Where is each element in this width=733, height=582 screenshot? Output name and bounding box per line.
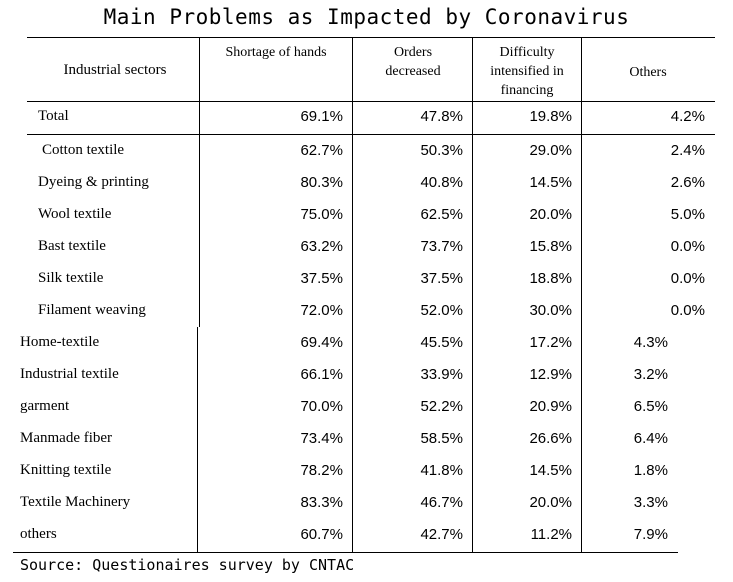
cell-shortage-of-hands: 62.7% [300, 142, 343, 159]
col-divider-1-lower [197, 327, 198, 552]
header-sector: Industrial sectors [63, 62, 167, 78]
cell-others: 5.0% [670, 206, 705, 223]
table-title: Main Problems as Impacted by Coronavirus [103, 5, 630, 29]
col-divider-4 [581, 37, 582, 552]
cell-orders-decreased: 62.5% [420, 206, 463, 223]
cell-others: 2.4% [670, 142, 705, 159]
cell-others: 7.9% [633, 526, 668, 543]
row-label: Manmade fiber [20, 430, 113, 446]
row-label: Bast textile [38, 238, 106, 254]
cell-orders-decreased: 42.7% [420, 526, 463, 543]
cell-difficulty-financing: 15.8% [529, 238, 572, 255]
cell-difficulty-financing: 20.0% [529, 494, 572, 511]
row-label: garment [20, 398, 70, 414]
row-label: others [20, 526, 57, 542]
cell-difficulty-financing: 17.2% [529, 334, 572, 351]
header-orders-decreased: Orders decreased [385, 45, 441, 79]
row-label: Dyeing & printing [38, 174, 149, 190]
cell-others: 0.0% [670, 270, 705, 287]
row-label: Textile Machinery [20, 494, 131, 510]
cell-shortage-of-hands: 37.5% [300, 270, 343, 287]
cell-difficulty-financing: 11.2% [530, 526, 572, 543]
cell-shortage-of-hands: 66.1% [300, 366, 343, 383]
col-divider-2 [352, 37, 353, 552]
cell-others: 6.4% [633, 430, 668, 447]
cell-orders-decreased: 52.0% [420, 302, 463, 319]
row-label: Cotton textile [42, 142, 125, 158]
rule-total-bottom [27, 134, 715, 135]
cell-orders-decreased: 33.9% [420, 366, 463, 383]
cell-difficulty-financing: 12.9% [529, 366, 572, 383]
cell-shortage-of-hands: 73.4% [300, 430, 343, 447]
cell-difficulty-financing: 20.9% [529, 398, 572, 415]
cell-others: 3.3% [633, 494, 668, 511]
row-label: Home-textile [20, 334, 100, 350]
cell-difficulty-financing: 18.8% [529, 270, 572, 287]
cell-difficulty-financing: 14.5% [529, 462, 572, 479]
cell-orders-decreased: 41.8% [420, 462, 463, 479]
cell-others: 0.0% [670, 238, 705, 255]
cell-others: 0.0% [670, 302, 705, 319]
cell-shortage-of-hands: 69.1% [300, 108, 343, 125]
cell-orders-decreased: 58.5% [420, 430, 463, 447]
cell-difficulty-financing: 29.0% [529, 142, 572, 159]
row-label: Knitting textile [20, 462, 112, 478]
cell-others: 4.2% [670, 108, 705, 125]
cell-shortage-of-hands: 75.0% [300, 206, 343, 223]
cell-shortage-of-hands: 80.3% [300, 174, 343, 191]
row-label: Wool textile [38, 206, 112, 222]
cell-difficulty-financing: 19.8% [529, 108, 572, 125]
cell-shortage-of-hands: 60.7% [300, 526, 343, 543]
row-label: Silk textile [38, 270, 104, 286]
row-label: Total [38, 108, 69, 124]
cell-orders-decreased: 47.8% [420, 108, 463, 125]
rule-header-bottom [27, 101, 715, 102]
cell-others: 6.5% [633, 398, 668, 415]
header-difficulty-financing: Difficulty intensified in financing [490, 45, 564, 98]
cell-difficulty-financing: 26.6% [529, 430, 572, 447]
cell-shortage-of-hands: 69.4% [300, 334, 343, 351]
col-divider-3 [472, 37, 473, 552]
cell-orders-decreased: 40.8% [420, 174, 463, 191]
cell-orders-decreased: 45.5% [420, 334, 463, 351]
source-note: Source: Questionaires survey by CNTAC [20, 556, 355, 574]
header-shortage-of-hands: Shortage of hands [225, 45, 327, 60]
cell-orders-decreased: 37.5% [420, 270, 463, 287]
cell-others: 3.2% [633, 366, 668, 383]
cell-shortage-of-hands: 72.0% [300, 302, 343, 319]
cell-others: 2.6% [670, 174, 705, 191]
col-divider-1 [199, 37, 200, 327]
cell-shortage-of-hands: 83.3% [300, 494, 343, 511]
rule-top [27, 37, 715, 38]
cell-difficulty-financing: 30.0% [529, 302, 572, 319]
cell-others: 4.3% [633, 334, 668, 351]
cell-difficulty-financing: 14.5% [529, 174, 572, 191]
cell-orders-decreased: 52.2% [420, 398, 463, 415]
cell-orders-decreased: 73.7% [420, 238, 463, 255]
cell-shortage-of-hands: 70.0% [300, 398, 343, 415]
cell-shortage-of-hands: 63.2% [300, 238, 343, 255]
row-label: Industrial textile [20, 366, 119, 382]
cell-orders-decreased: 46.7% [420, 494, 463, 511]
cell-difficulty-financing: 20.0% [529, 206, 572, 223]
cell-shortage-of-hands: 78.2% [300, 462, 343, 479]
row-label: Filament weaving [38, 302, 146, 318]
rule-bottom [13, 552, 678, 553]
cell-others: 1.8% [633, 462, 668, 479]
cell-orders-decreased: 50.3% [420, 142, 463, 159]
header-others: Others [629, 65, 667, 80]
